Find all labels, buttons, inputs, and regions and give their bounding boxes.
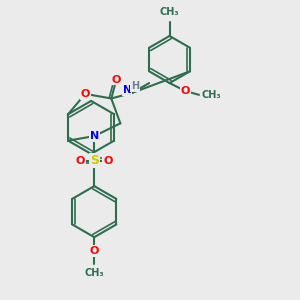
Text: O: O (90, 246, 99, 256)
Text: O: O (80, 89, 90, 99)
Text: CH₃: CH₃ (202, 90, 222, 100)
Text: S: S (90, 154, 99, 167)
Text: N: N (90, 131, 99, 141)
Text: H: H (131, 81, 139, 91)
Text: O: O (112, 74, 121, 85)
Text: N: N (123, 85, 132, 95)
Text: O: O (181, 86, 190, 96)
Text: O: O (103, 156, 113, 166)
Text: O: O (76, 156, 85, 166)
Text: CH₃: CH₃ (84, 268, 104, 278)
Text: CH₃: CH₃ (160, 7, 179, 17)
